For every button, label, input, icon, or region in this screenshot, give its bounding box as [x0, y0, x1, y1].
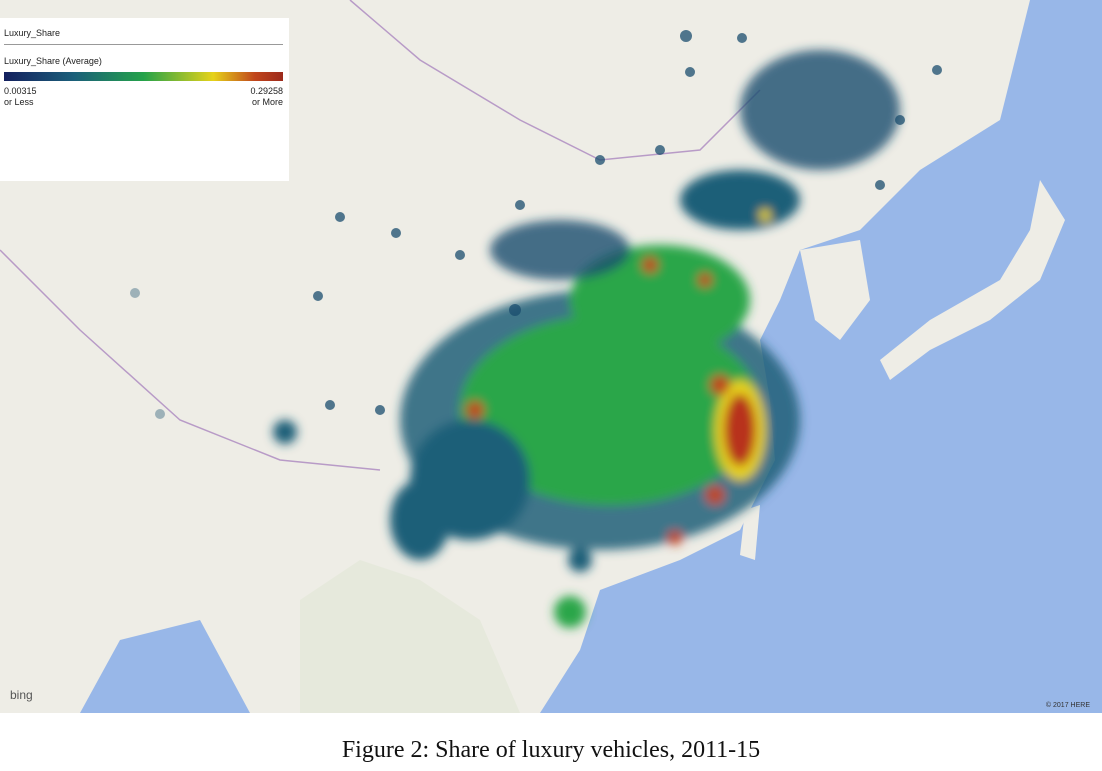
- indochina: [300, 560, 520, 713]
- color-ramp: [4, 72, 283, 81]
- legend: Luxury_Share Luxury_Share (Average) 0.00…: [0, 18, 289, 181]
- border: [0, 249, 381, 471]
- max-value: 0.29258: [250, 86, 283, 96]
- taiwan: [740, 505, 760, 560]
- legend-max: 0.29258 or More: [250, 86, 283, 108]
- border: [349, 0, 761, 161]
- legend-min: 0.00315 or Less: [4, 86, 37, 108]
- korea: [800, 240, 870, 340]
- bay: [80, 620, 250, 713]
- heatmap: [273, 50, 900, 628]
- japan: [880, 180, 1065, 380]
- min-note: or Less: [4, 97, 34, 107]
- caption: Figure 2: Share of luxury vehicles, 2011…: [341, 737, 761, 763]
- heat-dots: [130, 30, 942, 419]
- legend-field: Luxury_Share (Average): [4, 56, 102, 66]
- copyright: © 2017 HERE: [1045, 702, 1090, 709]
- legend-title: Luxury_Share: [4, 28, 61, 38]
- divider: [4, 44, 283, 45]
- min-value: 0.00315: [4, 86, 37, 96]
- provider-logo: bing: [10, 688, 33, 702]
- map: [0, 0, 1102, 713]
- max-note: or More: [251, 97, 283, 107]
